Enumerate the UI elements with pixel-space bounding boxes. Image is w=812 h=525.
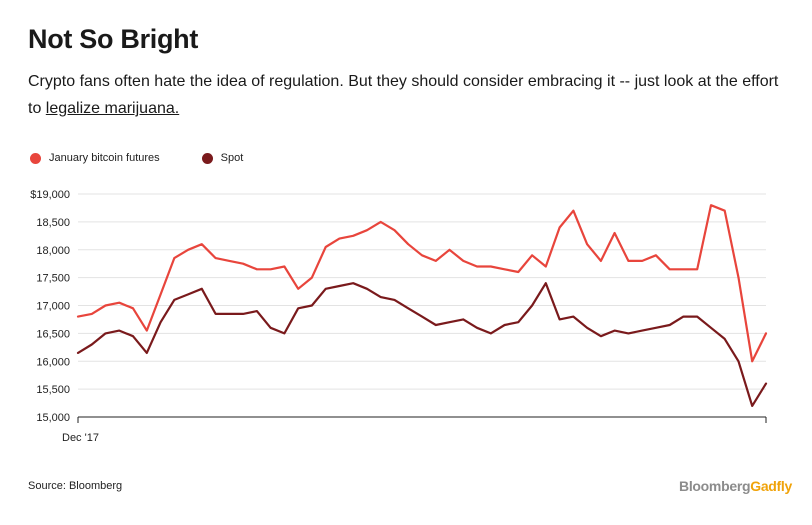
brand-part2: Gadfly <box>750 478 792 494</box>
y-tick-label-7: 18,500 <box>36 217 70 229</box>
legend-item-spot[interactable]: Spot <box>201 152 244 164</box>
legend-swatch-spot <box>201 152 213 164</box>
legend-label-futures: January bitcoin futures <box>49 152 160 164</box>
bloomberg-gadfly-logo: BloombergGadfly <box>679 478 792 494</box>
chart-subtitle: Crypto fans often hate the idea of regul… <box>28 68 788 122</box>
source-note: Source: Bloomberg <box>28 480 123 492</box>
y-tick-label-4: 17,000 <box>36 301 70 313</box>
legalize-marijuana-link[interactable]: legalize marijuana. <box>45 100 180 117</box>
y-tick-label-2: 16,000 <box>36 356 70 368</box>
chart-title: Not So Bright <box>28 24 199 54</box>
brand-part1: Bloomberg <box>679 478 751 494</box>
y-tick-label-0: 15,000 <box>36 412 70 424</box>
y-tick-label-5: 17,500 <box>36 273 70 285</box>
legend-label-spot: Spot <box>220 152 244 164</box>
y-tick-label-8: $19,000 <box>30 189 70 201</box>
line-chart: 15,000 15,500 16,000 16,500 17,000 17,500 18,0… <box>30 189 768 444</box>
series-line-futures <box>76 204 768 363</box>
series-line-spot <box>76 282 768 407</box>
legend: January bitcoin futures Spot <box>30 152 285 164</box>
x-tick-label-0: Dec '17 <box>62 432 99 444</box>
y-tick-label-1: 15,500 <box>36 384 70 396</box>
y-tick-label-6: 18,000 <box>36 245 70 257</box>
subtitle-text: Crypto fans often hate the idea of regul… <box>28 73 779 117</box>
legend-item-futures[interactable]: January bitcoin futures <box>30 152 160 164</box>
y-tick-label-3: 16,500 <box>36 328 70 340</box>
legend-swatch-futures <box>30 152 41 164</box>
